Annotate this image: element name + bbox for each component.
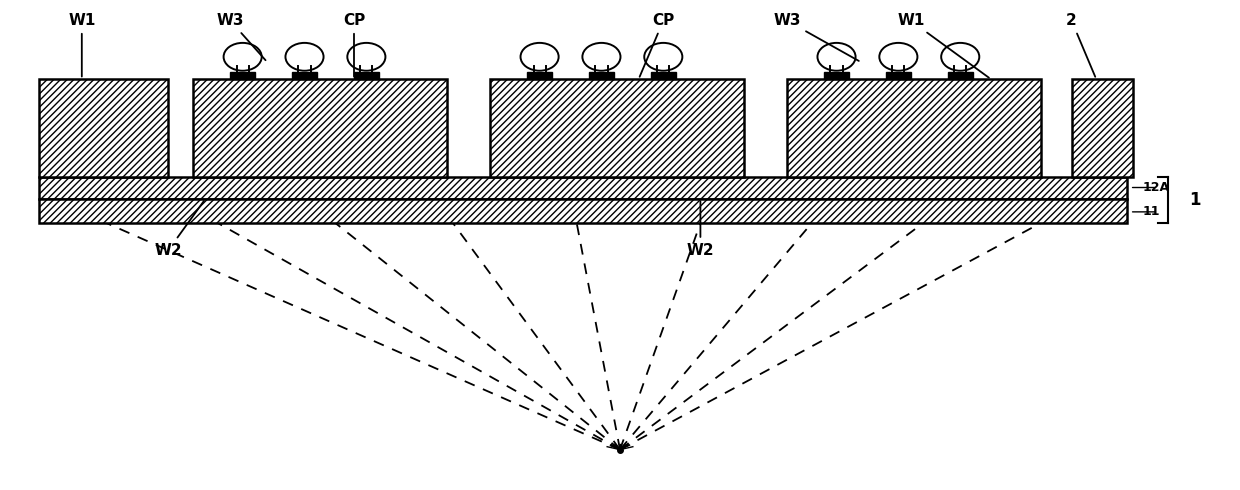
Bar xyxy=(887,72,910,79)
Text: 2: 2 xyxy=(1066,13,1095,77)
Text: W3: W3 xyxy=(774,13,859,61)
Bar xyxy=(193,79,446,177)
Ellipse shape xyxy=(521,43,559,71)
Bar xyxy=(299,66,310,72)
Text: 11: 11 xyxy=(1142,205,1159,219)
Ellipse shape xyxy=(285,43,324,71)
Bar xyxy=(293,72,317,79)
Bar xyxy=(595,66,608,72)
Bar xyxy=(490,79,744,177)
Text: CP: CP xyxy=(640,13,675,77)
Ellipse shape xyxy=(583,43,620,71)
Text: W2: W2 xyxy=(687,201,714,258)
Bar xyxy=(1071,79,1133,177)
Bar xyxy=(787,79,1040,177)
Bar xyxy=(651,72,676,79)
Text: W2: W2 xyxy=(155,201,203,258)
Bar xyxy=(361,66,372,72)
Ellipse shape xyxy=(223,43,262,71)
Ellipse shape xyxy=(817,43,856,71)
Ellipse shape xyxy=(645,43,682,71)
Bar xyxy=(353,72,378,79)
Bar xyxy=(38,79,169,177)
Ellipse shape xyxy=(879,43,918,71)
Text: W3: W3 xyxy=(217,13,265,60)
Bar xyxy=(831,66,842,72)
Text: W1: W1 xyxy=(68,13,95,76)
Ellipse shape xyxy=(941,43,980,71)
Bar xyxy=(533,66,546,72)
Bar xyxy=(825,72,849,79)
Text: 1: 1 xyxy=(1189,191,1200,209)
Bar xyxy=(38,199,1127,223)
Bar xyxy=(237,66,249,72)
Bar xyxy=(947,72,972,79)
Text: CP: CP xyxy=(343,13,365,76)
Bar xyxy=(589,72,614,79)
Text: 12A: 12A xyxy=(1142,181,1169,194)
Bar xyxy=(527,72,552,79)
Bar xyxy=(657,66,670,72)
Text: W1: W1 xyxy=(897,13,990,78)
Bar xyxy=(231,72,255,79)
Bar xyxy=(954,66,966,72)
Ellipse shape xyxy=(347,43,386,71)
Bar xyxy=(38,177,1127,199)
Bar xyxy=(893,66,904,72)
